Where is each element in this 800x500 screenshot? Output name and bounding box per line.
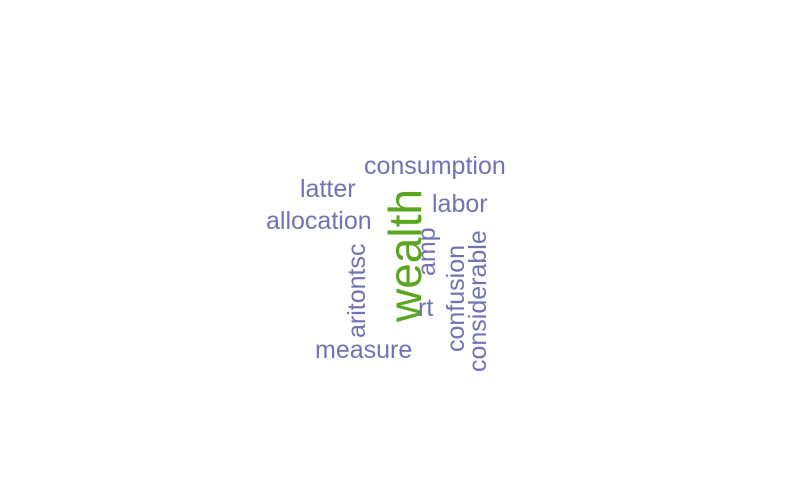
word-labor: labor (432, 190, 488, 218)
word-considerable: considerable (464, 230, 492, 372)
word-aritontsc: aritontsc (343, 243, 371, 338)
word-latter: latter (300, 175, 356, 203)
word-rt: rt (418, 294, 434, 322)
word-consumption: consumption (364, 152, 506, 180)
word-allocation: allocation (266, 207, 372, 235)
word-amp: amp (413, 227, 441, 276)
word-measure: measure (315, 336, 413, 364)
